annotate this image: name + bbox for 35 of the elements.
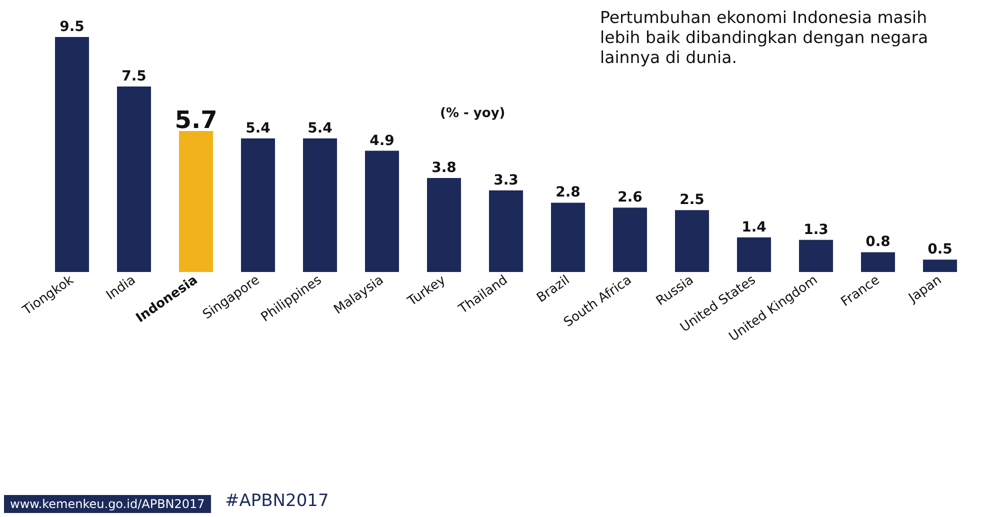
data-label: 0.8 [866,234,890,250]
data-label: 5.4 [246,120,271,136]
bar [241,138,275,272]
x-tick-label: India [104,272,139,304]
data-label: 3.8 [432,160,456,176]
bar [489,190,523,272]
bar [737,237,771,272]
data-label: 4.9 [370,132,394,149]
data-label: 7.5 [122,68,146,84]
annotation: (% - yoy) [440,106,506,121]
bar [55,37,89,272]
data-label: 1.3 [804,222,828,238]
bar [179,131,213,272]
chart-title: Pertumbuhan ekonomi Indonesia masih lebih baik dibandingkan dengan negara lainnya di dunia. [600,8,930,68]
bar [303,138,337,272]
text: #APBN2017 [225,491,329,511]
bar [365,150,399,272]
data-label: 9.5 [60,19,84,35]
data-label: 2.5 [680,192,704,208]
bar [799,240,833,272]
bar [675,210,709,272]
bar [861,252,895,272]
bar [613,208,647,272]
data-label: 2.6 [618,190,642,206]
bar [551,202,585,272]
bar [923,260,957,272]
bar [117,86,151,272]
text: www.kemenkeu.go.id/APBN2017 [4,495,211,513]
data-label: 3.3 [494,172,518,188]
data-label: 5.4 [308,120,333,136]
bar [427,178,461,272]
data-label: 1.4 [742,219,767,236]
data-label: 2.8 [556,184,580,201]
data-label: 0.5 [928,242,952,258]
data-label: 5.7 [174,106,218,134]
